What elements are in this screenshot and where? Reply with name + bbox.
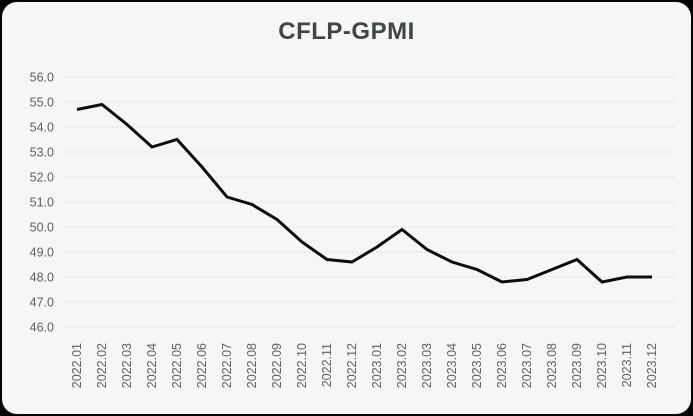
y-tick-label: 47.0 <box>30 296 54 310</box>
x-tick-label: 2022.11 <box>320 343 334 387</box>
x-tick-label: 2023.05 <box>470 343 484 388</box>
x-tick-label: 2022.03 <box>120 343 134 388</box>
y-tick-label: 51.0 <box>30 196 54 210</box>
x-tick-label: 2023.03 <box>420 343 434 388</box>
x-tick-label: 2022.05 <box>170 343 184 388</box>
y-tick-label: 54.0 <box>30 121 54 135</box>
x-tick-label: 2022.12 <box>345 343 359 388</box>
x-tick-label: 2022.02 <box>95 343 109 388</box>
x-tick-label: 2022.01 <box>70 343 84 388</box>
x-tick-label: 2023.12 <box>645 343 659 388</box>
y-tick-label: 52.0 <box>30 171 54 185</box>
chart-title: CFLP-GPMI <box>278 18 415 45</box>
x-tick-label: 2023.04 <box>445 343 459 388</box>
data-line <box>76 102 652 284</box>
x-tick-label: 2022.04 <box>145 343 159 388</box>
x-tick-label: 2023.02 <box>395 343 409 388</box>
x-tick-label: 2023.11 <box>620 343 634 387</box>
y-tick-label: 56.0 <box>30 71 54 85</box>
x-tick-label: 2022.09 <box>270 343 284 388</box>
y-tick-label: 50.0 <box>30 221 54 235</box>
x-tick-label: 2023.07 <box>520 343 534 388</box>
x-tick-label: 2022.10 <box>295 343 309 388</box>
x-tick-label: 2022.08 <box>245 343 259 388</box>
y-tick-label: 55.0 <box>30 96 54 110</box>
x-tick-label: 2023.01 <box>370 343 384 388</box>
y-tick-label: 46.0 <box>30 321 54 335</box>
x-tick-label: 2022.06 <box>195 343 209 388</box>
y-tick-label: 48.0 <box>30 271 54 285</box>
y-tick-label: 49.0 <box>30 246 54 260</box>
x-tick-label: 2023.06 <box>495 343 509 388</box>
x-tick-label: 2022.07 <box>220 343 234 388</box>
x-tick-label: 2023.08 <box>545 343 559 388</box>
y-tick-label: 53.0 <box>30 146 54 160</box>
x-tick-label: 2023.09 <box>570 343 584 388</box>
x-tick-label: 2023.10 <box>595 343 609 388</box>
